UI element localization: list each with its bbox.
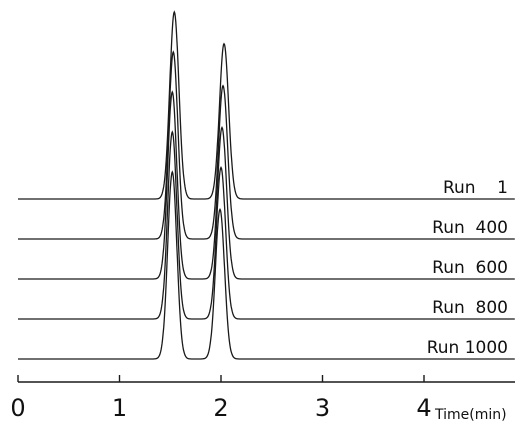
run-label-1: Run 1 [443, 178, 508, 198]
x-tick-label-1: 1 [112, 394, 127, 422]
trace-run-4 [18, 130, 515, 320]
x-axis-tick-labels: 0 1 2 3 4 [10, 394, 431, 422]
trace-run-5 [18, 170, 515, 360]
x-axis-ticks [17, 375, 425, 382]
x-axis-title: Time(min) [434, 407, 507, 423]
run-label-3: Run 600 [432, 258, 508, 278]
chromatogram-traces [18, 10, 515, 360]
x-axis: 0 1 2 3 4 Time(min) [10, 375, 515, 423]
run-label-4: Run 800 [432, 298, 508, 318]
x-tick-label-3: 3 [315, 394, 330, 422]
run-label-2: Run 400 [432, 218, 508, 238]
run-labels: Run 1 Run 400 Run 600 Run 800 Run 1000 [427, 178, 508, 358]
trace-run-2 [18, 50, 515, 240]
x-tick-label-2: 2 [213, 394, 228, 422]
run-label-5: Run 1000 [427, 338, 508, 358]
trace-run-1 [18, 10, 515, 200]
x-tick-label-0: 0 [10, 394, 25, 422]
trace-run-3 [18, 90, 515, 280]
x-tick-label-4: 4 [416, 394, 431, 422]
